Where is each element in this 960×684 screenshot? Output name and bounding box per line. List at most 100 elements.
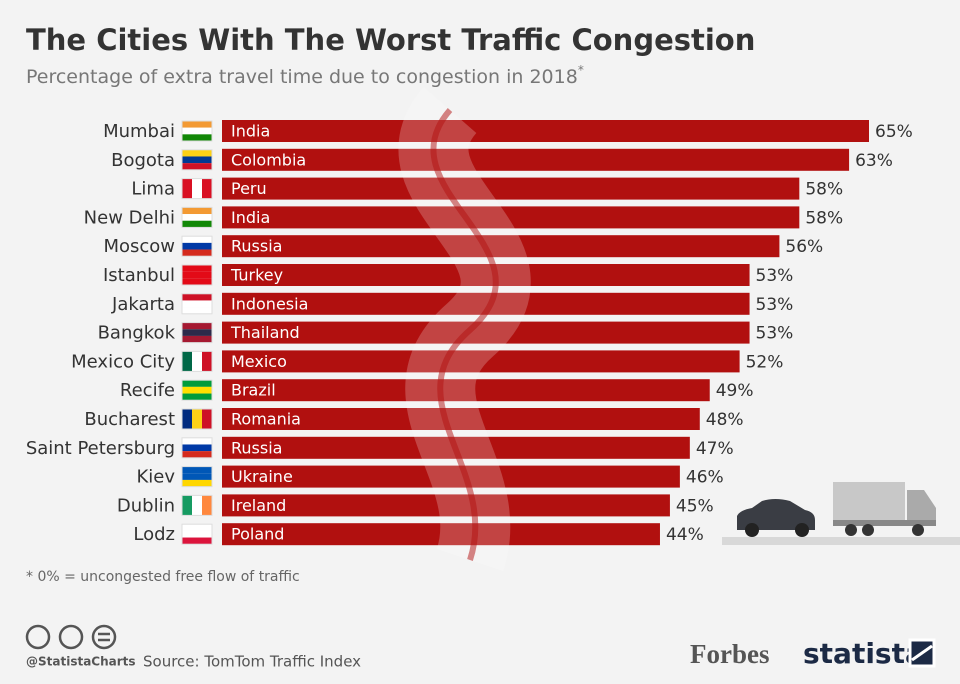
flag-stripe: [182, 271, 212, 279]
source: Source: TomTom Traffic Index: [143, 653, 361, 671]
flag-border: [181, 293, 213, 315]
flag-border: [181, 322, 213, 344]
flag-border: [181, 437, 213, 459]
flag: [181, 437, 213, 459]
subtitle-text: Percentage of extra travel time due to c…: [26, 66, 578, 88]
bar: [222, 494, 670, 517]
value-label: 49%: [716, 381, 754, 401]
flag: [181, 350, 213, 372]
bar-label: Thailand: [230, 323, 300, 342]
subtitle-marker: *: [578, 63, 584, 77]
flag-stripe: [182, 351, 192, 372]
value-label: 47%: [696, 439, 734, 459]
flag-stripe: [182, 409, 192, 429]
flag-stripe: [182, 307, 212, 314]
flag-stripe: [182, 335, 212, 343]
value-label: 53%: [756, 295, 794, 315]
flag-stripe: [192, 351, 202, 372]
bar-label: Indonesia: [231, 294, 308, 313]
bar: [222, 408, 700, 430]
flag-stripe: [192, 409, 202, 429]
flag-stripe: [182, 214, 212, 221]
flag: [181, 322, 213, 344]
flag-border: [181, 466, 213, 488]
category-label: Saint Petersburg: [26, 438, 175, 459]
flag: [181, 408, 213, 430]
value-label: 65%: [875, 122, 913, 142]
flag-stripe: [182, 300, 212, 308]
flag-stripe: [182, 537, 212, 545]
bar-label: Peru: [231, 179, 267, 198]
category-label: Mexico City: [71, 351, 175, 372]
flag-stripe: [182, 524, 212, 531]
flag: [181, 149, 213, 171]
flag: [181, 494, 213, 516]
category-label: Bogota: [111, 150, 175, 171]
flag-stripe: [182, 386, 212, 394]
flag-border: [181, 120, 213, 142]
flag-border: [181, 206, 213, 228]
flag-stripe: [182, 322, 212, 330]
logo-statista: statista: [803, 637, 924, 670]
value-label: 48%: [706, 410, 744, 430]
category-label: Jakarta: [111, 294, 175, 315]
bar-label: Turkey: [230, 266, 283, 285]
bar-label: Ireland: [231, 496, 286, 515]
flag-stripe: [202, 178, 212, 199]
bar: [222, 465, 680, 488]
category-label: Dublin: [117, 495, 175, 516]
value-label: 44%: [666, 525, 704, 545]
category-label: Lodz: [133, 524, 175, 545]
flag-stripe: [182, 479, 212, 487]
car-icon: [737, 499, 815, 537]
flag-border: [181, 379, 213, 401]
flag-stripe: [182, 163, 212, 170]
chart-subtitle: Percentage of extra travel time due to c…: [26, 63, 584, 88]
flag-stripe: [182, 437, 212, 445]
bar-label: Russia: [231, 438, 282, 457]
flag-stripe: [182, 293, 212, 301]
flag-border: [181, 235, 213, 257]
flag: [181, 264, 213, 286]
bar: [222, 379, 710, 402]
footnote: * 0% = uncongested free flow of traffic: [26, 569, 300, 585]
flag-stripe: [182, 242, 212, 250]
value-label: 58%: [805, 208, 843, 228]
value-label: 53%: [756, 324, 794, 344]
truck-icon: [833, 482, 936, 536]
flag: [181, 120, 213, 142]
bar-label: Romania: [231, 410, 301, 429]
flag: [181, 178, 213, 200]
bars: [222, 120, 869, 546]
flag-stripe: [192, 178, 202, 199]
category-label: Istanbul: [103, 265, 175, 286]
flag-stripe: [182, 149, 212, 157]
bar-label: Brazil: [231, 381, 276, 400]
bar: [222, 120, 869, 142]
flag-stripe: [192, 495, 202, 516]
bar-label: India: [231, 122, 270, 141]
category-label: Lima: [131, 179, 175, 200]
flag-stripe: [182, 121, 212, 128]
road-ground: [722, 537, 960, 545]
flag: [181, 523, 213, 545]
flag-stripe: [182, 466, 212, 474]
bar: [222, 177, 800, 200]
flag-stripe: [182, 220, 212, 228]
flag-stripe: [182, 156, 212, 164]
flag: [181, 293, 213, 315]
bar: [222, 264, 750, 286]
flag-border: [181, 178, 213, 200]
road-line: [430, 108, 499, 561]
category-label: Bucharest: [84, 409, 175, 430]
category-label: Moscow: [103, 236, 175, 257]
flag-stripe: [202, 351, 212, 372]
flag-stripe: [182, 127, 212, 135]
flag-stripe: [182, 207, 212, 215]
bar-label: Poland: [231, 525, 284, 544]
flag-stripe: [182, 495, 192, 516]
value-label: 58%: [805, 180, 843, 200]
license-icons: [25, 624, 117, 650]
value-label: 46%: [686, 468, 724, 488]
